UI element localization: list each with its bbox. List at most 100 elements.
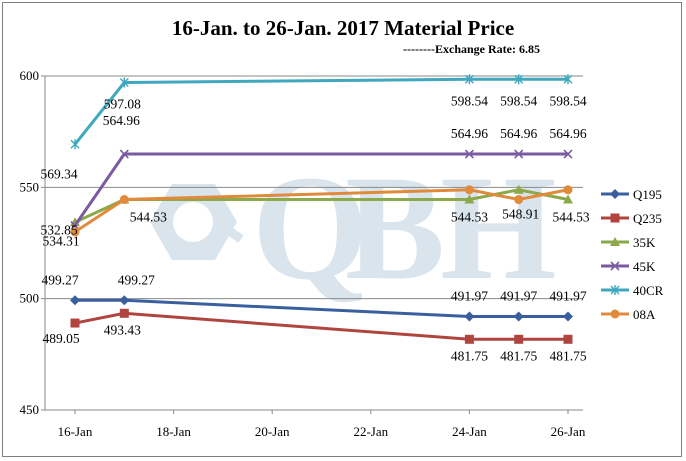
point-45k-4 [563,149,573,159]
point-q235-3 [514,334,524,344]
point-35k-4 [563,194,573,204]
data-label-40cr-2: 598.54 [451,93,488,108]
x-tick-label-0: 16-Jan [58,424,93,439]
grid-lines [45,75,583,300]
chart-title: 16-Jan. to 26-Jan. 2017 Material Price [172,16,514,40]
x-tick-label-1: 18-Jan [156,424,191,439]
point-40cr-2 [464,74,474,85]
data-label-45k-4: 564.96 [549,126,586,141]
legend-item-40cr: 40CR [601,283,664,298]
data-label-40cr-3: 598.54 [500,93,537,108]
point-q235-2 [464,334,474,344]
legend-item-q195: Q195 [601,187,662,202]
legend-marker-q235 [610,213,620,223]
point-q195-0 [70,295,80,306]
series-08a [70,185,573,237]
point-45k-3 [514,149,524,159]
data-label-q195-1: 499.27 [118,272,155,287]
data-label-q235-0: 489.05 [42,331,79,346]
legend-label-35k: 35K [633,235,656,250]
legend-item-45k: 45K [601,259,656,274]
data-label-08a-3: 548.91 [502,207,539,222]
legend-label-45k: 45K [633,259,656,274]
svg-text:Q: Q [252,145,369,311]
point-08a-2 [464,185,474,195]
point-08a-1 [119,195,129,205]
x-tick-label-3: 22-Jan [353,424,388,439]
data-label-q195-4: 491.97 [549,289,586,304]
series-line-40cr [73,77,568,146]
x-tick-label-2: 20-Jan [255,424,290,439]
data-label-35k-0: 534.31 [42,233,79,248]
data-label-45k-3: 564.96 [500,126,537,141]
point-08a-3 [514,195,524,205]
legend-label-40cr: 40CR [633,283,664,298]
series-lines [70,74,573,344]
data-label-40cr-0: 569.34 [40,166,77,181]
legend-marker-35k [610,237,620,246]
data-label-q195-3: 491.97 [500,289,537,304]
data-label-45k-0: 532.85 [40,223,77,238]
data-labels: 499.27 499.27 491.97 491.97 491.97 489.05 493.… [40,93,589,363]
axes [44,76,583,411]
point-08a-4 [563,185,573,195]
data-label-40cr-1: 597.08 [104,97,141,112]
point-08a-0 [70,227,80,237]
y-tick-label-550: 550 [20,179,40,194]
point-35k-3 [513,184,524,194]
point-40cr-0 [70,139,80,150]
data-label-45k-1: 564.96 [103,113,140,128]
point-45k-2 [464,149,474,159]
legend-item-08a: 08A [601,307,656,322]
data-label-q235-2: 481.75 [451,348,488,363]
y-axis-ticks: 450 500 550 600 [20,68,45,417]
data-label-35k-4: 544.53 [552,210,589,225]
data-label-40cr-4: 598.54 [549,93,586,108]
svg-text:B: B [345,145,445,311]
point-45k-1 [119,149,129,159]
legend-marker-08a [610,309,620,319]
legend-label-08a: 08A [633,307,656,322]
x-tick-label-4: 24-Jan [452,424,487,439]
series-q235 [70,308,573,344]
legend-label-q195: Q195 [633,187,662,202]
point-40cr-3 [514,74,524,85]
data-label-35k-1: 544.53 [130,210,167,225]
x-tick-label-5: 26-Jan [551,424,586,439]
series-q195 [70,295,573,322]
legend-label-q235: Q235 [633,211,662,226]
data-label-q195-0: 499.27 [41,272,78,287]
point-40cr-4 [563,74,573,85]
data-label-45k-2: 564.96 [451,126,488,141]
data-label-35k-2: 544.53 [451,210,488,225]
series-40cr [70,74,573,150]
legend-item-q235: Q235 [601,211,662,226]
series-45k [70,149,573,231]
qbh-watermark-logo: Q B H [150,145,557,311]
point-q195-4 [563,311,573,322]
point-q235-4 [563,334,573,344]
legend-marker-45k [610,261,620,271]
point-q195-3 [513,311,524,322]
point-q195-1 [119,295,130,306]
chart-subtitle: --------Exchange Rate: 6.85 [403,42,540,56]
data-label-q195-2: 491.97 [451,289,488,304]
data-label-q235-3: 481.75 [500,348,537,363]
y-tick-label-600: 600 [20,68,40,83]
point-45k-0 [70,220,80,231]
point-q235-0 [70,318,80,328]
legend-marker-40cr [610,285,620,295]
data-label-q235-4: 481.75 [549,348,586,363]
legend-item-35k: 35K [601,235,656,250]
x-axis-ticks: 16-Jan 18-Jan 20-Jan 22-Jan 24-Jan 26-Jan [58,410,586,439]
legend-marker-q195 [610,189,620,199]
svg-text:H: H [440,145,557,311]
data-label-q235-1: 493.43 [104,322,141,337]
y-tick-label-500: 500 [20,291,40,306]
legend: Q195 Q235 35K 45K 40CR 08A [601,187,664,322]
point-q195-2 [464,311,475,322]
point-40cr-1 [119,77,129,88]
point-35k-2 [464,194,475,204]
point-q235-1 [119,308,129,318]
